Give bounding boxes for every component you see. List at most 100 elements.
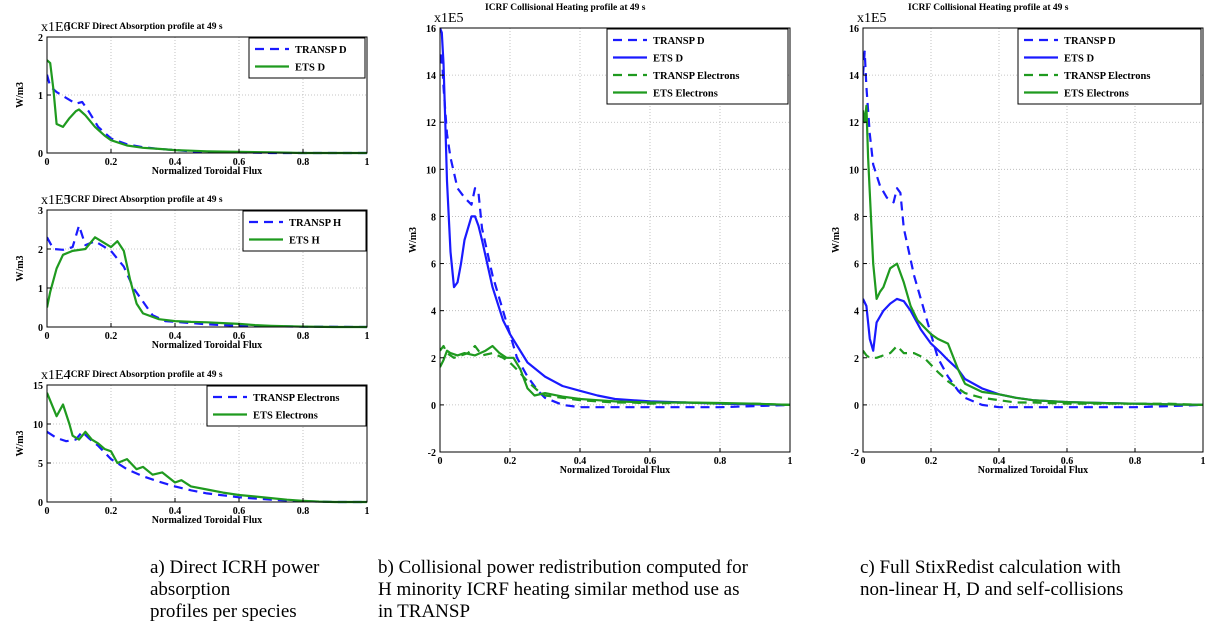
y-tick-label: 0 xyxy=(38,323,43,334)
y-tick-label: 6 xyxy=(431,260,436,271)
x-tick-label: 0.2 xyxy=(925,456,938,467)
legend-entry-label: ETS D xyxy=(1064,54,1094,65)
legend-entry-label: TRANSP H xyxy=(289,218,341,229)
x-tick-label: 0.8 xyxy=(714,456,727,467)
y-tick-label: 8 xyxy=(854,212,859,223)
x-tick-label: 0.2 xyxy=(105,157,118,168)
y-tick-label: 0 xyxy=(854,401,859,412)
y-tick-label: 14 xyxy=(849,71,859,82)
y-tick-label: -2 xyxy=(428,448,436,459)
x-axis-label: Normalized Toroidal Flux xyxy=(978,465,1088,476)
series-line-1 xyxy=(47,75,367,153)
series-line-4 xyxy=(863,106,1203,405)
x-tick-label: 1 xyxy=(1201,456,1206,467)
x-axis-label: Normalized Toroidal Flux xyxy=(560,465,670,476)
y-axis-label: W/m3 xyxy=(15,430,26,456)
y-tick-label: 0 xyxy=(38,149,43,160)
x-axis-label: Normalized Toroidal Flux xyxy=(152,166,262,177)
caption-a-text: a) Direct ICRH power absorption profiles… xyxy=(150,557,319,622)
legend-entry-label: TRANSP Electrons xyxy=(253,393,339,404)
caption-a: a) Direct ICRH power absorption profiles… xyxy=(150,557,380,623)
y-tick-label: 1 xyxy=(38,284,43,295)
x-tick-label: 1 xyxy=(365,506,370,517)
legend-entry-label: ETS Electrons xyxy=(1064,89,1129,100)
series-line-3 xyxy=(440,346,790,405)
y-tick-label: 12 xyxy=(849,118,859,129)
x-tick-label: 0.2 xyxy=(105,331,118,342)
legend-entry-label: TRANSP D xyxy=(653,36,705,47)
x-axis-label: Normalized Toroidal Flux xyxy=(152,340,262,351)
y-tick-label: 4 xyxy=(431,307,436,318)
y-tick-label: 2 xyxy=(38,245,43,256)
y-tick-label: 10 xyxy=(33,420,43,431)
chart-1: 0 0.2 0.4 0.6 0.8 1012x1E6ICRF Direct Absorpt… xyxy=(15,20,370,177)
y-tick-label: 6 xyxy=(854,260,859,271)
x-tick-label: 0.8 xyxy=(297,331,310,342)
legend-entry-label: TRANSP D xyxy=(1064,36,1116,47)
chart-title: ICRF Direct Absorption profile at 49 s xyxy=(67,22,223,32)
caption-b: b) Collisional power redistribution comp… xyxy=(378,557,848,623)
y-tick-label: 0 xyxy=(38,498,43,509)
x-tick-label: 0 xyxy=(45,506,50,517)
y-tick-label: 2 xyxy=(431,354,436,365)
legend: TRANSP D ETS D TRANSP Electrons ETS Electro… xyxy=(607,29,788,104)
y-tick-label: 4 xyxy=(854,307,859,318)
y-tick-label: 8 xyxy=(431,212,436,223)
y-tick-label: 10 xyxy=(426,165,436,176)
legend-entry-label: TRANSP D xyxy=(295,45,347,56)
chart-title: ICRF Collisional Heating profile at 49 s xyxy=(485,3,646,13)
caption-b-text: b) Collisional power redistribution comp… xyxy=(378,557,748,622)
legend-entry-label: ETS Electrons xyxy=(253,411,318,422)
y-tick-label: 5 xyxy=(38,459,43,470)
x-tick-label: 0.2 xyxy=(504,456,517,467)
legend-entry-label: ETS D xyxy=(653,54,683,65)
legend-entry-label: TRANSP Electrons xyxy=(653,71,739,82)
y-tick-label: 0 xyxy=(431,401,436,412)
y-axis-label: W/m3 xyxy=(15,82,26,108)
legend-entry-label: ETS D xyxy=(295,63,325,74)
chart-title: ICRF Direct Absorption profile at 49 s xyxy=(67,195,223,205)
x-tick-label: 0 xyxy=(45,157,50,168)
x-tick-label: 1 xyxy=(365,157,370,168)
legend-entry-label: ETS H xyxy=(289,236,320,247)
axis-multiplier: x1E5 xyxy=(434,11,464,26)
series-line-3 xyxy=(863,346,1203,405)
y-tick-label: 10 xyxy=(849,165,859,176)
series-line-4 xyxy=(440,346,790,405)
legend: TRANSP H ETS H xyxy=(243,211,366,251)
x-tick-label: 0 xyxy=(438,456,443,467)
y-axis-label: W/m3 xyxy=(408,227,419,253)
y-tick-label: 1 xyxy=(38,91,43,102)
y-tick-label: -2 xyxy=(851,448,859,459)
x-axis-label: Normalized Toroidal Flux xyxy=(152,515,262,526)
legend: TRANSP Electrons ETS Electrons xyxy=(207,386,366,426)
chart-title: ICRF Direct Absorption profile at 49 s xyxy=(67,370,223,380)
legend-entry-label: ETS Electrons xyxy=(653,89,718,100)
caption-c: c) Full StixRedist calculation with non-… xyxy=(860,557,1210,601)
x-tick-label: 0.8 xyxy=(297,157,310,168)
y-axis-label: W/m3 xyxy=(831,227,842,253)
legend: TRANSP D ETS D TRANSP Electrons ETS Electro… xyxy=(1018,29,1201,104)
x-tick-label: 0.2 xyxy=(105,506,118,517)
y-tick-label: 12 xyxy=(426,118,436,129)
x-tick-label: 1 xyxy=(788,456,793,467)
y-tick-label: 14 xyxy=(426,71,436,82)
series-line-1 xyxy=(440,52,790,408)
chart-title: ICRF Collisional Heating profile at 49 s xyxy=(908,3,1069,13)
x-tick-label: 1 xyxy=(365,331,370,342)
y-axis-label: W/m3 xyxy=(15,255,26,281)
legend-entry-label: TRANSP Electrons xyxy=(1064,71,1150,82)
x-tick-label: 0.8 xyxy=(297,506,310,517)
x-tick-label: 0.8 xyxy=(1129,456,1142,467)
caption-c-text: c) Full StixRedist calculation with non-… xyxy=(860,557,1123,600)
y-tick-label: 2 xyxy=(854,354,859,365)
x-tick-label: 0 xyxy=(861,456,866,467)
x-tick-label: 0 xyxy=(45,331,50,342)
legend: TRANSP D ETS D xyxy=(249,38,365,78)
